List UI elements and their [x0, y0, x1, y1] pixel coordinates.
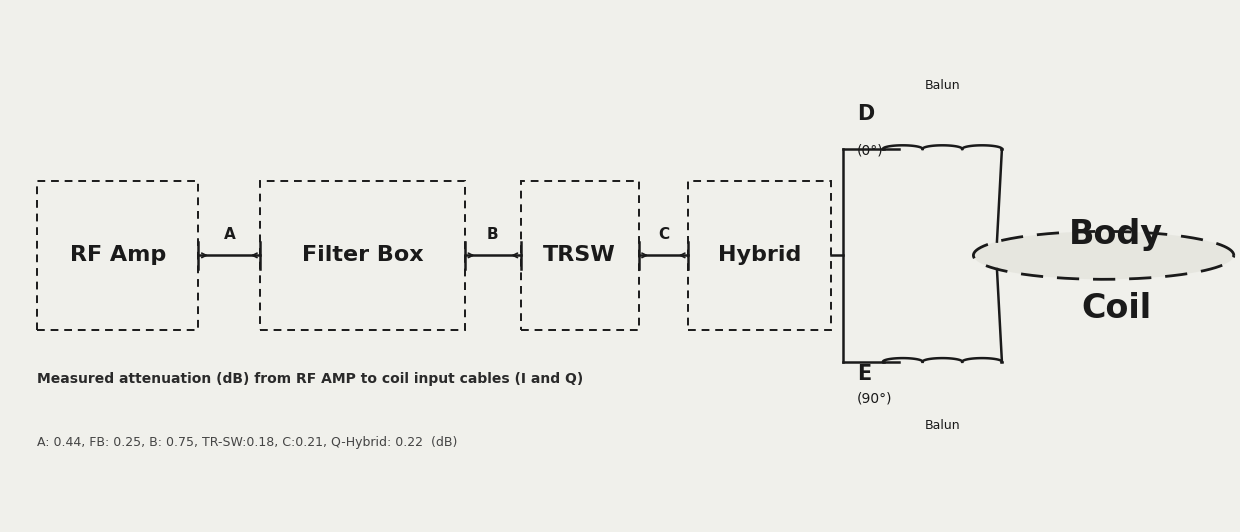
Text: D: D: [857, 104, 874, 124]
Text: (0°): (0°): [857, 144, 883, 157]
Text: Balun: Balun: [925, 79, 960, 92]
Ellipse shape: [973, 231, 1234, 279]
Text: Hybrid: Hybrid: [718, 245, 801, 265]
Text: Balun: Balun: [925, 419, 960, 432]
Text: Coil: Coil: [1081, 292, 1151, 325]
Text: A: 0.44, FB: 0.25, B: 0.75, TR-SW:0.18, C:0.21, Q-Hybrid: 0.22  (dB): A: 0.44, FB: 0.25, B: 0.75, TR-SW:0.18, …: [37, 436, 458, 449]
Text: (90°): (90°): [857, 391, 893, 405]
Text: C: C: [658, 227, 668, 242]
Text: Filter Box: Filter Box: [301, 245, 424, 265]
Text: B: B: [487, 227, 498, 242]
Text: A: A: [223, 227, 236, 242]
Text: RF Amp: RF Amp: [69, 245, 166, 265]
Text: E: E: [857, 364, 870, 385]
Text: Measured attenuation (dB) from RF AMP to coil input cables (I and Q): Measured attenuation (dB) from RF AMP to…: [37, 372, 584, 386]
Text: TRSW: TRSW: [543, 245, 616, 265]
Text: Body: Body: [1069, 218, 1163, 251]
